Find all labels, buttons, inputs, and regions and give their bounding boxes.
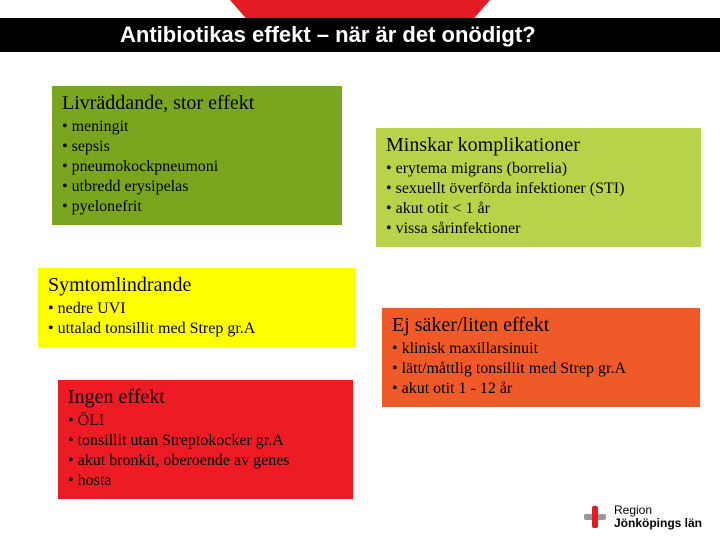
panel-heading: Livräddande, stor effekt <box>62 92 332 115</box>
panel-item: • ÖLI <box>68 411 343 431</box>
panel-item: • utbredd erysipelas <box>62 177 332 197</box>
logo-line1: Region <box>614 504 702 517</box>
panel-reduce-complications: Minskar komplikationer • erytema migrans… <box>376 128 701 247</box>
panel-item: • hosta <box>68 471 343 491</box>
panel-item: • sexuellt överförda infektioner (STI) <box>386 179 691 199</box>
panel-item: • akut bronkit, oberoende av genes <box>68 451 343 471</box>
panel-item: • meningit <box>62 117 332 137</box>
panel-item: • tonsillit utan Streptokocker gr.A <box>68 431 343 451</box>
panel-item: • uttalad tonsillit med Strep gr.A <box>48 319 346 339</box>
panel-symptom-relief: Symtomlindrande • nedre UVI • uttalad to… <box>38 268 356 347</box>
title-bar: Antibiotikas effekt – när är det onödigt… <box>0 18 720 52</box>
panel-heading: Ej säker/liten effekt <box>392 314 690 337</box>
page-title: Antibiotikas effekt – när är det onödigt… <box>120 22 536 48</box>
panel-heading: Minskar komplikationer <box>386 134 691 157</box>
panel-uncertain-effect: Ej säker/liten effekt • klinisk maxillar… <box>382 308 700 407</box>
panel-item: • pyelonefrit <box>62 197 332 217</box>
panel-item: • klinisk maxillarsinuit <box>392 339 690 359</box>
logo-line2: Jönköpings län <box>614 517 702 530</box>
region-logo: Region Jönköpings län <box>582 504 702 530</box>
logo-text: Region Jönköpings län <box>614 504 702 530</box>
panel-lifesaving: Livräddande, stor effekt • meningit • se… <box>52 86 342 225</box>
panel-heading: Symtomlindrande <box>48 274 346 297</box>
panel-item: • lätt/måttlig tonsillit med Strep gr.A <box>392 359 690 379</box>
panel-item: • akut otit 1 - 12 år <box>392 379 690 399</box>
panel-no-effect: Ingen effekt • ÖLI • tonsillit utan Stre… <box>58 380 353 499</box>
logo-cross-icon <box>582 504 608 530</box>
panel-item: • erytema migrans (borrelia) <box>386 159 691 179</box>
panel-item: • nedre UVI <box>48 299 346 319</box>
panel-item: • vissa sårinfektioner <box>386 219 691 239</box>
panel-item: • pneumokockpneumoni <box>62 157 332 177</box>
panel-item: • akut otit < 1 år <box>386 199 691 219</box>
panel-item: • sepsis <box>62 137 332 157</box>
panel-heading: Ingen effekt <box>68 386 343 409</box>
